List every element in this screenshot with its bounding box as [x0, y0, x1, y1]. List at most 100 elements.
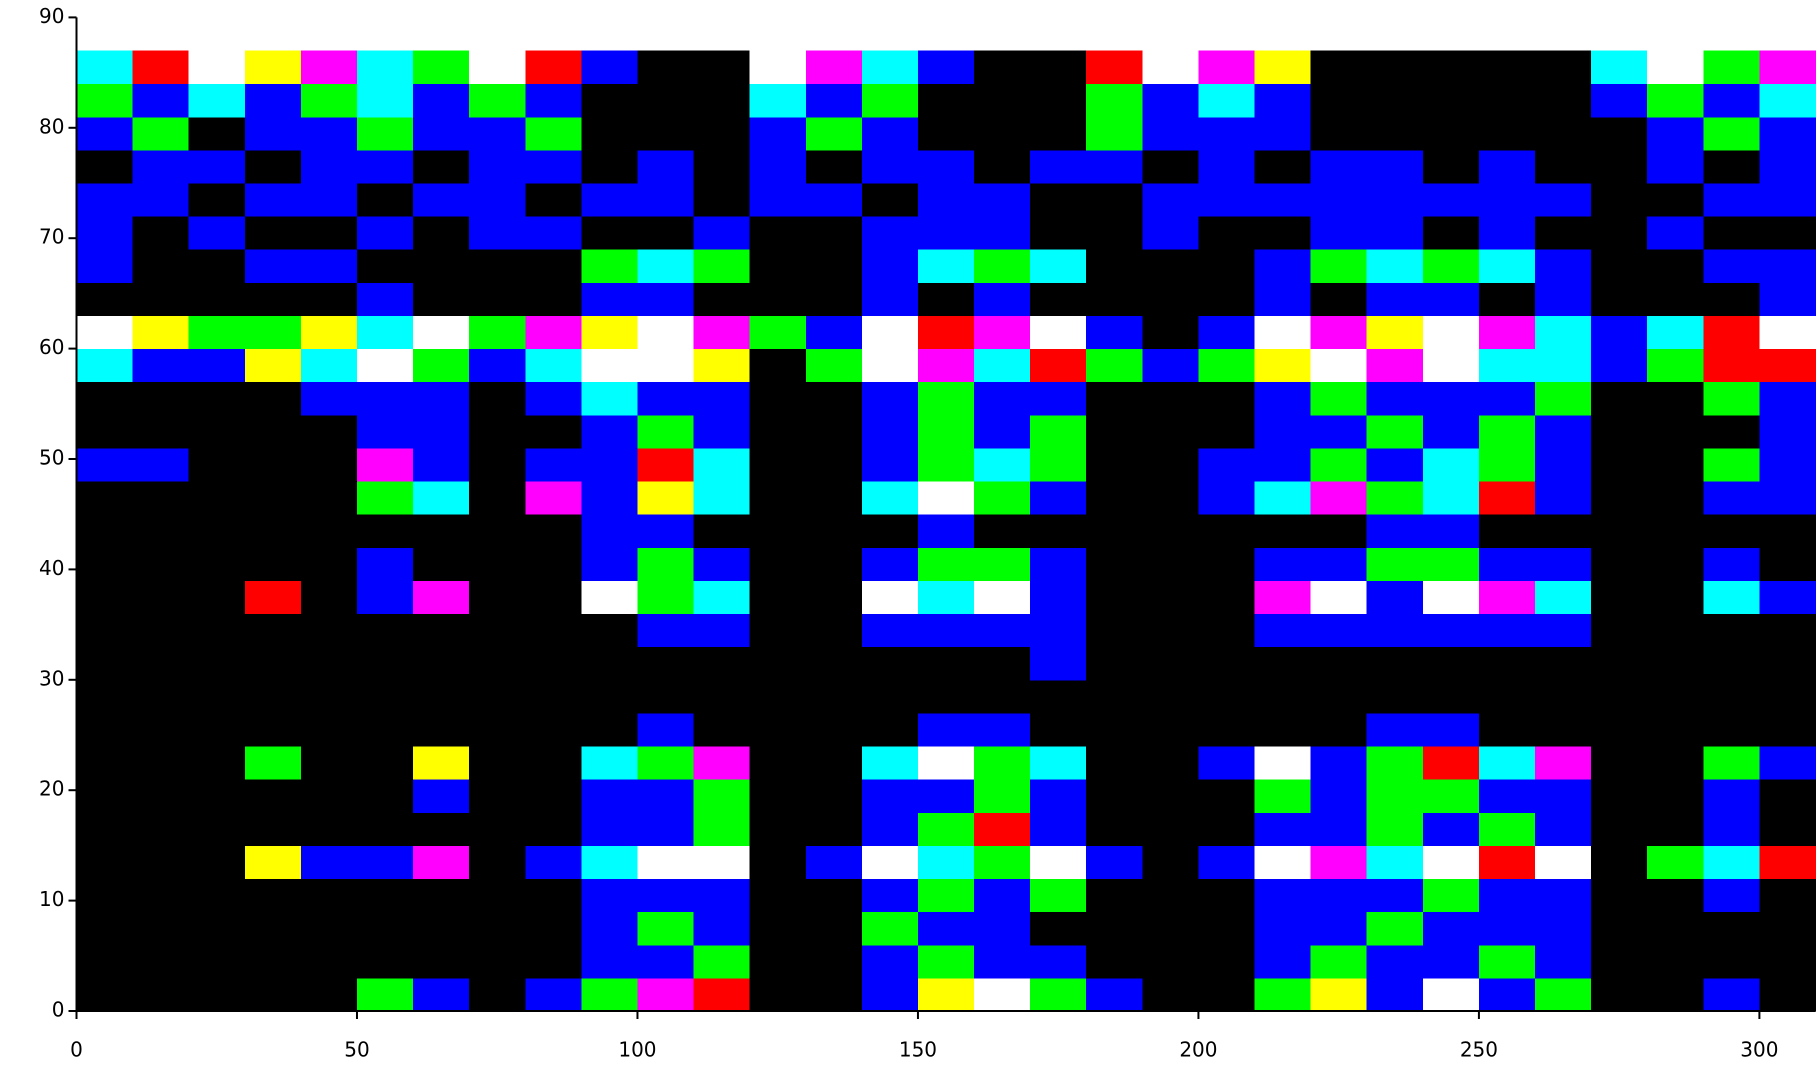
- heatmap-cell: [244, 183, 302, 217]
- heatmap-cell: [693, 712, 751, 747]
- heatmap-cell: [132, 481, 190, 515]
- heatmap-cell: [693, 50, 751, 85]
- heatmap-cell: [861, 779, 919, 813]
- heatmap-cell: [525, 712, 582, 747]
- heatmap-cell: [1142, 514, 1199, 548]
- heatmap-cell: [356, 779, 414, 813]
- heatmap-cell: [356, 149, 414, 184]
- heatmap-cell: [581, 712, 638, 747]
- heatmap-cell: [693, 414, 751, 449]
- heatmap-cell: [1254, 447, 1312, 482]
- heatmap-cell: [974, 83, 1031, 118]
- heatmap-cell: [1478, 580, 1536, 615]
- heatmap-cell: [1647, 348, 1704, 383]
- heatmap-cell: [1366, 878, 1424, 913]
- heatmap-cell: [1591, 116, 1648, 151]
- heatmap-cell: [525, 183, 582, 217]
- heatmap-cell: [581, 646, 638, 681]
- heatmap-cell: [244, 547, 302, 581]
- heatmap-cell: [1422, 779, 1480, 813]
- heatmap-cell: [974, 315, 1031, 350]
- heatmap-cell: [917, 83, 975, 118]
- heatmap-cell: [1310, 679, 1368, 714]
- heatmap-cell: [1366, 447, 1424, 482]
- heatmap-cell: [1647, 547, 1704, 581]
- heatmap-cell: [1478, 216, 1536, 250]
- heatmap-cell: [1591, 812, 1648, 846]
- heatmap-cell: [1254, 944, 1312, 979]
- heatmap-cell: [300, 911, 358, 946]
- heatmap-cell: [356, 83, 414, 118]
- heatmap-cell: [76, 580, 134, 615]
- heatmap-cell: [244, 746, 302, 780]
- heatmap-cell: [581, 547, 638, 581]
- heatmap-cell: [1759, 845, 1816, 880]
- heatmap-cell: [1142, 447, 1199, 482]
- y-tick-label: 60: [39, 335, 64, 359]
- heatmap-cell: [244, 481, 302, 515]
- heatmap-cell: [1703, 514, 1760, 548]
- heatmap-cell: [525, 249, 582, 283]
- heatmap-cell: [693, 845, 751, 880]
- heatmap-cell: [917, 812, 975, 846]
- heatmap-cell: [1310, 249, 1368, 283]
- heatmap-cell: [1086, 646, 1143, 681]
- heatmap-cell: [1478, 613, 1536, 648]
- heatmap-cell: [1647, 712, 1704, 747]
- heatmap-cell: [76, 414, 134, 449]
- heatmap-cell: [1198, 812, 1256, 846]
- heatmap-cell: [974, 878, 1031, 913]
- heatmap-cell: [76, 348, 134, 383]
- heatmap-cell: [76, 514, 134, 548]
- y-tick-label: 40: [39, 556, 64, 580]
- heatmap-cell: [1030, 812, 1087, 846]
- heatmap-cell: [469, 50, 526, 85]
- heatmap-cell: [1478, 83, 1536, 118]
- heatmap-cell: [76, 249, 134, 283]
- heatmap-cell: [637, 249, 695, 283]
- heatmap-cell: [637, 348, 695, 383]
- heatmap-cell: [1703, 381, 1760, 416]
- heatmap-cell: [1535, 746, 1592, 780]
- heatmap-cell: [1366, 547, 1424, 581]
- heatmap-cell: [356, 514, 414, 548]
- heatmap-cell: [244, 613, 302, 648]
- heatmap-cell: [1591, 50, 1648, 85]
- heatmap-cell: [1535, 116, 1592, 151]
- heatmap-cell: [749, 779, 807, 813]
- heatmap-cell: [1759, 977, 1816, 1012]
- heatmap-cell: [356, 282, 414, 316]
- heatmap-cell: [1366, 481, 1424, 515]
- heatmap-cell: [1422, 911, 1480, 946]
- heatmap-cell: [1030, 381, 1087, 416]
- heatmap-cell: [1310, 481, 1368, 515]
- heatmap-cell: [1647, 414, 1704, 449]
- heatmap-cell: [749, 381, 807, 416]
- heatmap-cell: [693, 282, 751, 316]
- heatmap-cell: [413, 447, 470, 482]
- heatmap-cell: [1366, 845, 1424, 880]
- heatmap-cell: [1142, 580, 1199, 615]
- heatmap-cell: [188, 911, 246, 946]
- heatmap-cell: [76, 977, 134, 1012]
- heatmap-cell: [1198, 447, 1256, 482]
- heatmap-cell: [1254, 83, 1312, 118]
- heatmap-cell: [1478, 447, 1536, 482]
- heatmap-cell: [1535, 646, 1592, 681]
- heatmap-cell: [917, 50, 975, 85]
- heatmap-cell: [749, 679, 807, 714]
- heatmap-cell: [244, 216, 302, 250]
- heatmap-cell: [1142, 547, 1199, 581]
- heatmap-cell: [1535, 779, 1592, 813]
- heatmap-cell: [413, 149, 470, 184]
- heatmap-cell: [1030, 481, 1087, 515]
- heatmap-cell: [356, 348, 414, 383]
- heatmap-cell: [413, 414, 470, 449]
- heatmap-cell: [1310, 878, 1368, 913]
- heatmap-cell: [1198, 878, 1256, 913]
- heatmap-cell: [861, 580, 919, 615]
- heatmap-cell: [300, 878, 358, 913]
- heatmap-cell: [1254, 348, 1312, 383]
- heatmap-cell: [1535, 282, 1592, 316]
